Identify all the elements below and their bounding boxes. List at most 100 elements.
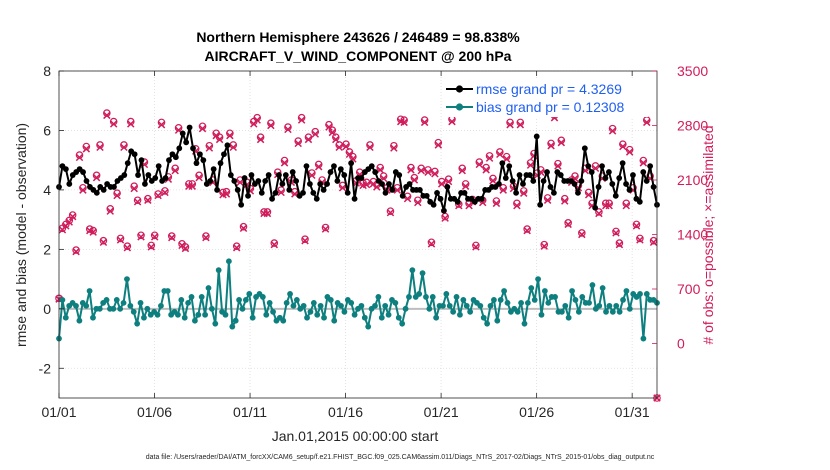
obs-assimilated-marker: [113, 191, 121, 200]
obs-assimilated-stroke: [342, 142, 350, 151]
obs-assimilated-marker: [198, 124, 207, 133]
rmse-point: [214, 187, 220, 193]
obs-possible-marker: [154, 190, 162, 198]
obs-assimilated-marker: [229, 143, 238, 152]
bias-point: [467, 308, 474, 315]
bias-point: [586, 299, 592, 306]
obs-assimilated-marker: [294, 139, 302, 148]
rmse-point: [142, 181, 148, 187]
obs-possible-marker: [144, 194, 152, 203]
rmse-point: [282, 172, 289, 178]
obs-assimilated-marker: [311, 130, 320, 138]
obs-assimilated-marker: [649, 238, 658, 247]
obs-assimilated-stroke: [615, 240, 624, 249]
obs-assimilated-stroke: [144, 196, 152, 204]
bias-point: [263, 311, 270, 318]
bias-point: [596, 302, 603, 309]
obs-assimilated-marker: [304, 135, 313, 144]
obs-assimilated-marker: [636, 236, 644, 244]
rmse-point: [210, 166, 217, 173]
rmse-point: [162, 175, 169, 181]
obs-assimilated-marker: [431, 170, 439, 178]
rmse-point: [423, 192, 430, 199]
rmse-point: [406, 181, 413, 187]
obs-assimilated-marker: [424, 168, 432, 176]
obs-assimilated-stroke: [373, 183, 381, 191]
bias-point: [626, 305, 633, 312]
obs-assimilated-stroke: [649, 238, 658, 247]
rmse-point: [509, 178, 516, 184]
bias-point: [562, 302, 569, 309]
rmse-point: [193, 160, 200, 167]
obs-assimilated-marker: [547, 142, 555, 150]
rmse-point: [619, 160, 626, 167]
bias-point: [208, 305, 215, 312]
obs-assimilated-marker: [284, 125, 292, 134]
obs-assimilated-marker: [485, 154, 494, 162]
obs-assimilated-stroke: [417, 166, 425, 175]
obs-assimilated-stroke: [335, 143, 343, 152]
obs-assimilated-marker: [161, 188, 169, 197]
bias-point: [225, 258, 232, 265]
obs-assimilated-stroke: [123, 244, 132, 252]
rmse-point: [238, 201, 245, 208]
obs-assimilated-stroke: [308, 171, 316, 180]
bias-point: [406, 294, 412, 300]
bias-point: [181, 314, 188, 321]
obs-assimilated-stroke: [485, 154, 494, 162]
bias-point: [528, 285, 535, 291]
obs-assimilated-stroke: [414, 198, 422, 207]
bias-point: [90, 314, 96, 321]
bias-point: [351, 311, 358, 318]
obs-assimilated-stroke: [338, 184, 347, 192]
obs-assimilated-marker: [461, 182, 470, 190]
bias-point: [192, 317, 198, 324]
obs-possible-marker: [301, 235, 309, 243]
obs-possible-marker: [615, 239, 624, 247]
rmse-point: [430, 201, 437, 208]
obs-assimilated-stroke: [455, 201, 463, 210]
obs-assimilated-stroke: [345, 150, 354, 159]
obs-assimilated-marker: [130, 184, 138, 193]
obs-assimilated-stroke: [284, 125, 292, 134]
rmse-point: [533, 133, 540, 140]
bias-point: [321, 314, 327, 321]
obs-assimilated-marker: [345, 150, 354, 159]
bias-point: [453, 294, 460, 300]
rmse-point: [100, 187, 107, 193]
bias-point: [429, 294, 436, 300]
obs-assimilated-stroke: [239, 224, 248, 233]
obs-assimilated-marker: [414, 198, 422, 207]
obs-possible-marker: [427, 238, 436, 247]
bias-point: [317, 302, 324, 309]
bias-point: [195, 311, 202, 318]
obs-assimilated-marker: [106, 207, 114, 215]
obs-assimilated-stroke: [82, 145, 91, 153]
bias-point: [249, 314, 256, 321]
bias-point: [460, 297, 467, 303]
obs-assimilated-marker: [557, 138, 566, 147]
bias-point: [158, 302, 164, 309]
x-axis-label: Jan.01,2015 00:00:00 start: [272, 428, 439, 444]
rmse-point: [444, 184, 451, 190]
obs-assimilated-stroke: [243, 180, 251, 189]
chart-title-line2: AIRCRAFT_V_WIND_COMPONENT @ 200 hPa: [205, 48, 512, 64]
obs-assimilated-marker: [236, 178, 244, 187]
obs-assimilated-marker: [263, 209, 272, 218]
obs-assimilated-stroke: [561, 197, 569, 205]
bias-point: [62, 314, 69, 321]
obs-assimilated-stroke: [431, 170, 439, 178]
obs-assimilated-marker: [308, 171, 316, 180]
bias-point: [446, 302, 453, 309]
rmse-point: [575, 189, 581, 196]
bias-point: [575, 308, 582, 315]
rmse-point: [300, 189, 306, 196]
obs-assimilated-marker: [434, 141, 443, 149]
obs-assimilated-stroke: [595, 209, 603, 218]
rmse-point: [441, 207, 447, 214]
obs-assimilated-stroke: [379, 174, 388, 183]
bias-point: [327, 297, 334, 303]
obs-assimilated-stroke: [478, 198, 487, 207]
obs-possible-marker: [123, 242, 132, 250]
obs-assimilated-marker: [393, 186, 402, 194]
